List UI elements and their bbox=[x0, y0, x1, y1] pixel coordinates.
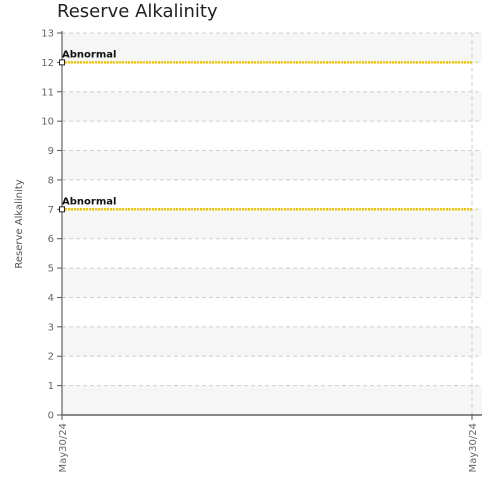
y-tick-label: 0 bbox=[48, 411, 54, 422]
series-lines: Abnormal Abnormal bbox=[59, 49, 472, 213]
y-tick-label: 10 bbox=[41, 117, 54, 128]
x-tick-label: May30/24 bbox=[58, 423, 69, 473]
background-band bbox=[62, 209, 482, 239]
y-tick-label: 3 bbox=[48, 322, 54, 333]
y-tick-label: 1 bbox=[48, 381, 54, 392]
background-band bbox=[62, 33, 482, 63]
annotation-label: Abnormal bbox=[62, 49, 116, 60]
y-tick-label: 7 bbox=[48, 205, 54, 216]
y-tick-label: 6 bbox=[48, 234, 54, 245]
background-band bbox=[62, 91, 482, 122]
background-bands bbox=[62, 33, 482, 415]
y-axis-label: Reserve Alkalinity bbox=[14, 179, 25, 268]
x-tick-label: May30/24 bbox=[468, 423, 479, 473]
y-tick-label: 11 bbox=[41, 87, 54, 98]
chart-title: Reserve Alkalinity bbox=[57, 1, 218, 22]
data-point-marker bbox=[59, 59, 65, 66]
background-band bbox=[62, 268, 482, 298]
y-tick-label: 8 bbox=[48, 175, 54, 186]
y-tick-label: 4 bbox=[48, 293, 54, 304]
background-band bbox=[62, 385, 482, 415]
data-point-marker bbox=[59, 206, 65, 213]
y-tick-label: 12 bbox=[41, 58, 54, 69]
y-tick-label: 5 bbox=[48, 264, 54, 275]
y-tick-label: 13 bbox=[41, 29, 54, 40]
y-tick-label: 2 bbox=[48, 352, 54, 363]
annotation-label: Abnormal bbox=[62, 196, 116, 207]
x-ticks: May30/24 May30/24 bbox=[58, 415, 479, 473]
axes bbox=[61, 31, 482, 416]
background-band bbox=[62, 150, 482, 180]
y-tick-label: 9 bbox=[48, 146, 54, 157]
background-band bbox=[62, 326, 482, 357]
